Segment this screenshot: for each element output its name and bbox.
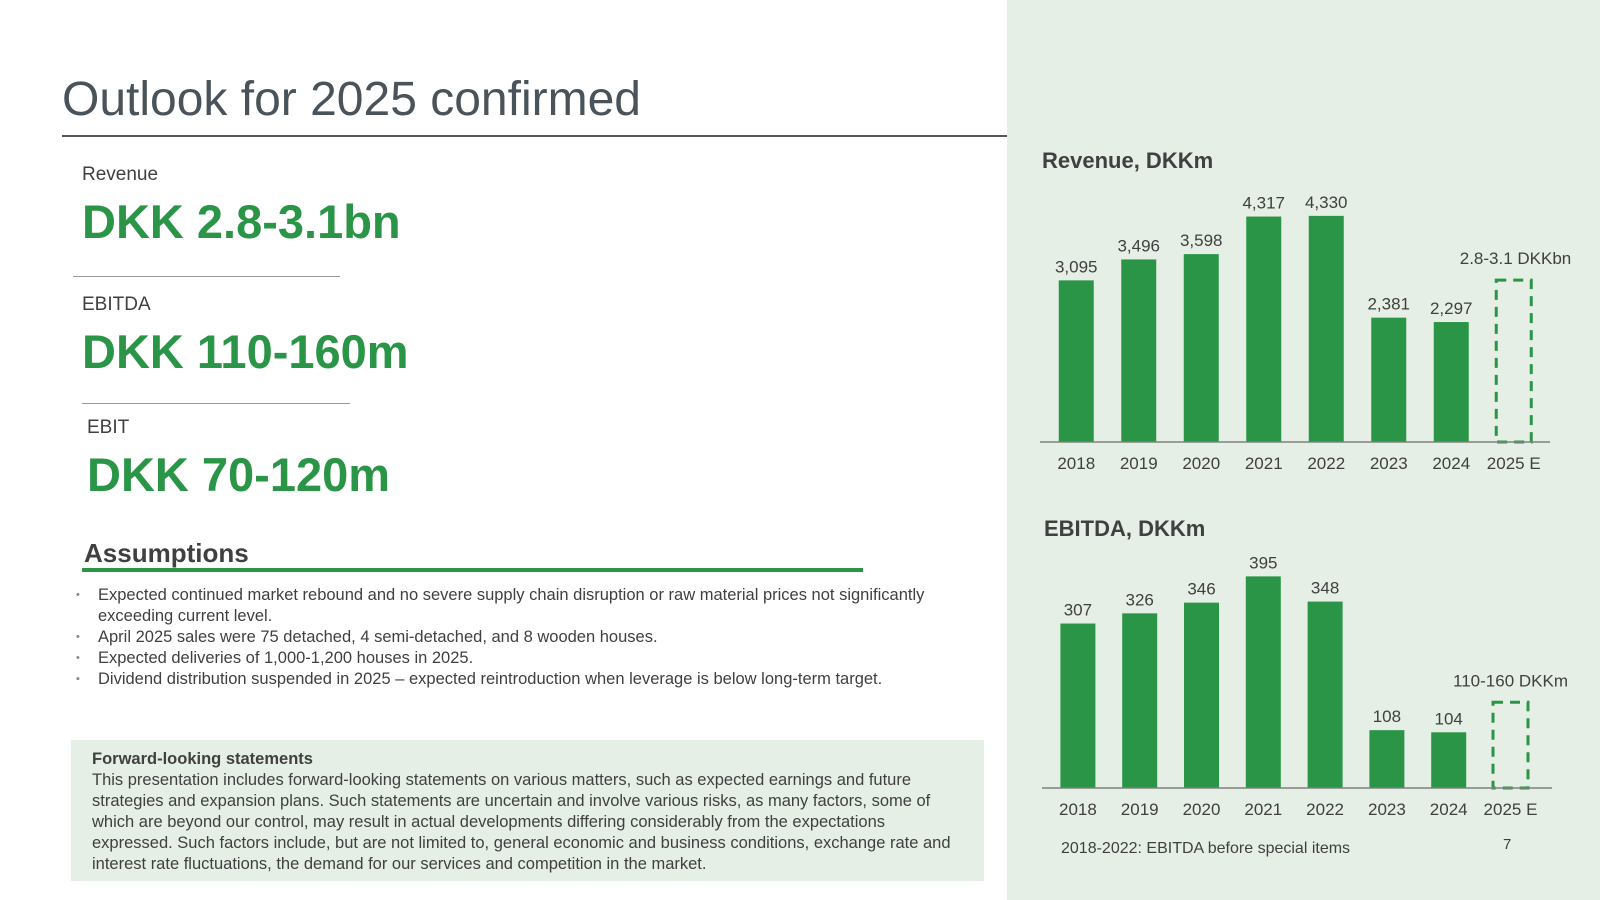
assumption-text: Expected deliveries of 1,000-1,200 house…	[98, 649, 474, 667]
page-number: 7	[1503, 836, 1512, 853]
ebitda-bar	[1431, 732, 1467, 788]
ebitda-data-label: 348	[1311, 579, 1339, 598]
revenue-data-label: 4,330	[1305, 193, 1348, 212]
revenue-tick-label: 2025 E	[1487, 454, 1541, 473]
kpi-revenue-label: Revenue	[82, 164, 159, 185]
page-title: Outlook for 2025 confirmed	[62, 73, 641, 126]
bullet-icon: ▪	[76, 673, 80, 685]
revenue-tick-label: 2018	[1057, 454, 1095, 473]
ebitda-tick-label: 2022	[1306, 800, 1344, 819]
ebitda-chart-title: EBITDA, DKKm	[1044, 516, 1206, 541]
ebitda-bar	[1184, 602, 1219, 788]
revenue-tick-label: 2024	[1432, 454, 1470, 473]
ebitda-data-label: 307	[1064, 601, 1092, 620]
list-item: • Expected continued market rebound and n…	[76, 585, 986, 627]
forward-looking-title: Forward-looking statements	[92, 750, 313, 768]
kpi-revenue-value: DKK 2.8-3.1bn	[82, 195, 401, 248]
assumption-text: Expected continued market rebound and no…	[98, 586, 925, 625]
chart-footnote: 2018-2022: EBITDA before special items	[1061, 840, 1351, 857]
revenue-data-label: 2,381	[1367, 295, 1410, 314]
revenue-data-label: 2,297	[1430, 299, 1473, 318]
ebitda-tick-label: 2023	[1368, 800, 1406, 819]
revenue-bar	[1058, 280, 1094, 442]
revenue-bar	[1371, 317, 1407, 442]
assumptions-list: • Expected continued market rebound and n…	[76, 585, 986, 690]
ebitda-tick-label: 2020	[1183, 800, 1221, 819]
ebitda-bar	[1122, 613, 1158, 788]
ebitda-tick-label: 2019	[1121, 800, 1159, 819]
kpi-ebitda-value: DKK 110-160m	[82, 325, 409, 378]
kpi-ebit-value: DKK 70-120m	[87, 448, 391, 501]
ebitda-chart: 307 2018 326 2019 346 2020 395 2021 348 2022 108 20…	[1042, 553, 1568, 819]
assumptions-heading: Assumptions	[84, 538, 249, 568]
kpi-divider	[73, 276, 340, 277]
revenue-tick-label: 2023	[1370, 454, 1408, 473]
kpi-ebit-label: EBIT	[87, 417, 130, 438]
kpi-divider	[82, 403, 350, 404]
revenue-chart: 3,095 2018 3,496 2019 3,598 2020 4,317 2021 4,33…	[1040, 193, 1572, 473]
assumption-text: April 2025 sales were 75 detached, 4 sem…	[98, 628, 658, 646]
ebitda-bar	[1245, 576, 1281, 788]
ebitda-data-label: 346	[1187, 580, 1215, 599]
ebitda-tick-label: 2024	[1430, 800, 1468, 819]
revenue-bar	[1433, 322, 1469, 442]
revenue-data-label: 3,095	[1055, 257, 1098, 276]
revenue-bar	[1308, 215, 1344, 442]
revenue-tick-label: 2022	[1307, 454, 1345, 473]
ebitda-forecast-label: 110-160 DKKm	[1453, 671, 1568, 690]
forward-looking-body: This presentation includes forward-looki…	[92, 771, 951, 873]
ebitda-data-label: 108	[1373, 707, 1401, 726]
revenue-bar	[1183, 254, 1219, 442]
ebitda-bar	[1307, 601, 1343, 788]
revenue-data-label: 3,496	[1117, 236, 1160, 255]
ebitda-data-label: 326	[1126, 590, 1154, 609]
ebitda-bar	[1060, 623, 1096, 788]
revenue-forecast-label: 2.8-3.1 DKKbn	[1460, 249, 1572, 268]
title-divider	[62, 135, 1007, 137]
revenue-data-label: 4,317	[1242, 194, 1285, 213]
revenue-forecast-bar	[1494, 278, 1533, 444]
revenue-bar	[1246, 216, 1282, 442]
bullet-icon: •	[76, 652, 80, 664]
ebitda-tick-label: 2025 E	[1484, 800, 1538, 819]
ebitda-tick-label: 2018	[1059, 800, 1097, 819]
right-panel-background	[1007, 0, 1600, 900]
revenue-tick-label: 2021	[1245, 454, 1283, 473]
ebitda-forecast-bar	[1491, 700, 1530, 790]
bullet-icon: •	[76, 589, 80, 601]
bullet-icon: •	[76, 631, 80, 643]
ebitda-bar	[1369, 730, 1405, 788]
revenue-tick-label: 2019	[1120, 454, 1158, 473]
revenue-chart-title: Revenue, DKKm	[1042, 148, 1214, 173]
ebitda-tick-label: 2021	[1244, 800, 1282, 819]
revenue-data-label: 3,598	[1180, 231, 1223, 250]
list-item: • Expected deliveries of 1,000-1,200 hous…	[76, 648, 986, 669]
assumptions-underline	[82, 568, 863, 572]
list-item: • April 2025 sales were 75 detached, 4 se…	[76, 627, 986, 648]
assumption-text: Dividend distribution suspended in 2025 …	[98, 670, 883, 688]
forward-looking-box: Forward-looking statements This presenta…	[71, 740, 984, 881]
revenue-bar	[1121, 259, 1157, 442]
list-item: ▪ Dividend distribution suspended in 2025…	[76, 669, 986, 690]
kpi-ebitda-label: EBITDA	[82, 294, 151, 315]
ebitda-data-label: 104	[1435, 709, 1463, 728]
revenue-tick-label: 2020	[1182, 454, 1220, 473]
ebitda-data-label: 395	[1249, 553, 1277, 572]
